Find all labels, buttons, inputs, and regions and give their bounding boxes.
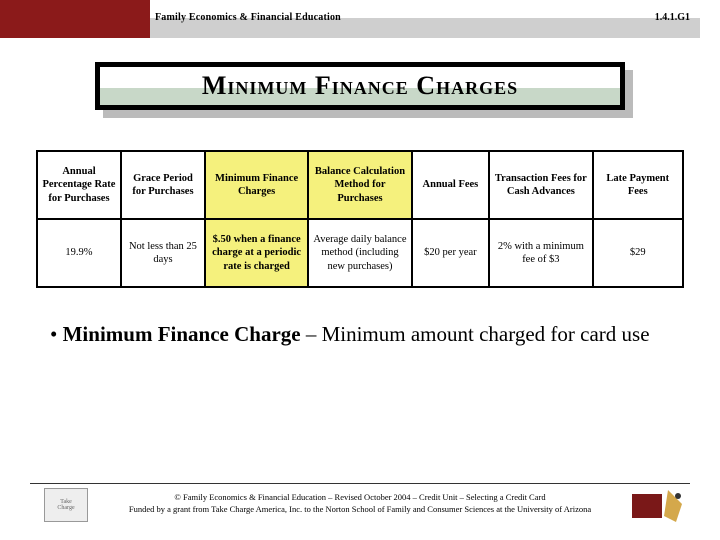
- col-header-highlight: Balance Calculation Method for Purchases: [308, 151, 411, 219]
- cell: 2% with a minimum fee of $3: [489, 219, 592, 287]
- col-header-highlight: Minimum Finance Charges: [205, 151, 308, 219]
- arizona-logo-icon: [630, 486, 690, 526]
- col-header: Transaction Fees for Cash Advances: [489, 151, 592, 219]
- slide-title: Minimum Finance Charges: [202, 71, 518, 101]
- bullet-point: • Minimum Finance Charge – Minimum amoun…: [50, 320, 680, 348]
- cell: 19.9%: [37, 219, 121, 287]
- col-header: Late Payment Fees: [593, 151, 683, 219]
- bullet-term: Minimum Finance Charge: [63, 322, 301, 346]
- footer-line2: Funded by a grant from Take Charge Ameri…: [0, 504, 720, 516]
- header-code-text: 1.4.1.G1: [655, 12, 690, 23]
- cell: $29: [593, 219, 683, 287]
- footer-logo-right: [630, 486, 690, 526]
- table-data-row: 19.9% Not less than 25 days $.50 when a …: [37, 219, 683, 287]
- table-header-row: Annual Percentage Rate for Purchases Gra…: [37, 151, 683, 219]
- header-org-text: Family Economics & Financial Education: [155, 12, 341, 23]
- col-header: Annual Percentage Rate for Purchases: [37, 151, 121, 219]
- cell: Not less than 25 days: [121, 219, 205, 287]
- header-red-block: [0, 0, 150, 38]
- bullet-definition: – Minimum amount charged for card use: [301, 322, 650, 346]
- footer-text: © Family Economics & Financial Education…: [0, 492, 720, 516]
- cell: Average daily balance method (including …: [308, 219, 411, 287]
- footer-divider: [30, 483, 690, 484]
- title-box: Minimum Finance Charges: [95, 62, 625, 110]
- cell: $20 per year: [412, 219, 490, 287]
- finance-table: Annual Percentage Rate for Purchases Gra…: [36, 150, 684, 288]
- cell-highlight: $.50 when a finance charge at a periodic…: [205, 219, 308, 287]
- col-header: Annual Fees: [412, 151, 490, 219]
- footer-line1: © Family Economics & Financial Education…: [0, 492, 720, 504]
- col-header: Grace Period for Purchases: [121, 151, 205, 219]
